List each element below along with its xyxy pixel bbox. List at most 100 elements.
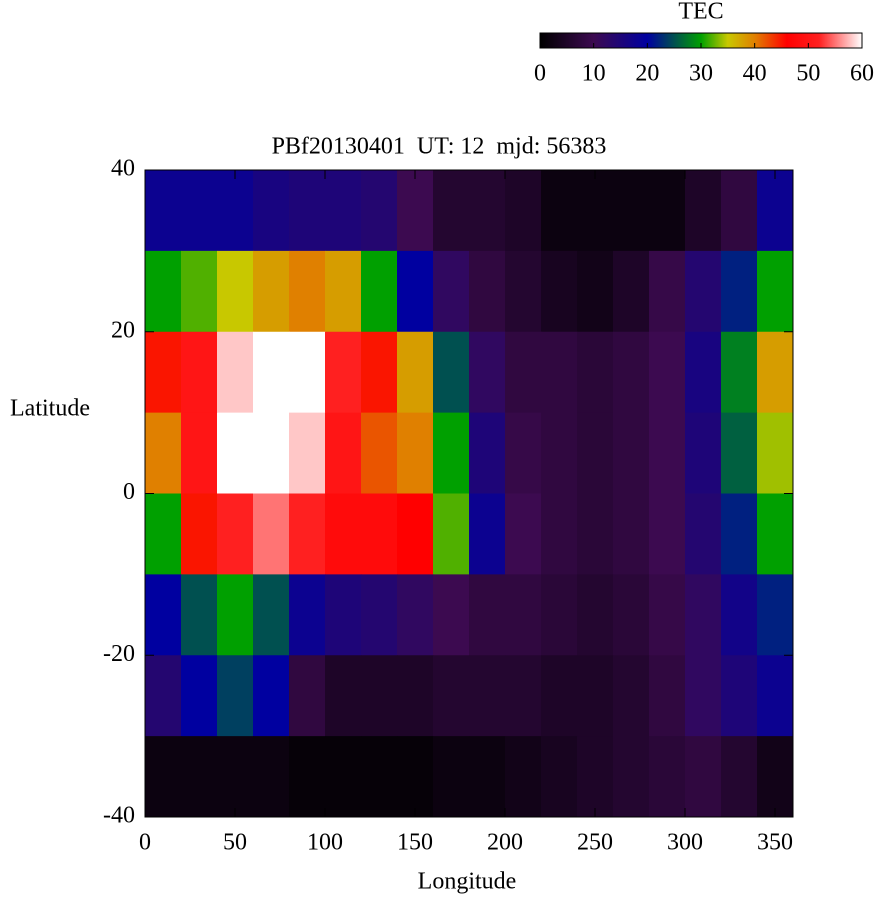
- y-tick-label: 20: [111, 317, 135, 343]
- heat-cell: [253, 655, 290, 737]
- x-tick-label: 50: [223, 830, 247, 856]
- heat-cell: [217, 493, 254, 575]
- heat-cell: [469, 736, 506, 818]
- heat-cell: [181, 736, 218, 818]
- heat-cell: [433, 170, 470, 252]
- heat-cell: [721, 655, 758, 737]
- heat-cell: [433, 574, 470, 656]
- heat-cell: [433, 331, 470, 414]
- heat-cell: [505, 655, 542, 737]
- heat-cell: [469, 493, 506, 575]
- heat-cell: [181, 331, 218, 414]
- heat-cell: [505, 736, 542, 818]
- heat-cell: [361, 331, 398, 414]
- heat-cell: [361, 574, 398, 656]
- x-tick-label: 100: [307, 830, 343, 856]
- heat-cell: [757, 736, 794, 818]
- heat-cell: [289, 655, 326, 737]
- heat-cell: [289, 170, 326, 252]
- heat-cell: [361, 170, 398, 252]
- x-tick-label: 250: [577, 830, 613, 856]
- heat-cell: [541, 574, 578, 656]
- colorbar-tick-label: 50: [796, 61, 820, 87]
- heat-cell: [397, 412, 434, 494]
- heat-cell: [685, 331, 722, 414]
- heat-cell: [145, 170, 182, 252]
- heat-cell: [289, 574, 326, 656]
- heat-cell: [505, 331, 542, 414]
- heat-cell: [757, 412, 794, 494]
- heat-cell: [325, 493, 362, 575]
- heat-cell: [253, 250, 290, 333]
- heat-cell: [757, 493, 794, 575]
- heat-cell: [649, 574, 686, 656]
- heat-cell: [505, 250, 542, 333]
- heat-cell: [253, 331, 290, 414]
- x-tick-label: 0: [139, 830, 151, 856]
- heat-cell: [541, 736, 578, 818]
- heat-cell: [397, 574, 434, 656]
- heat-cell: [361, 412, 398, 494]
- heat-cell: [145, 736, 182, 818]
- y-tick-label: -40: [103, 803, 135, 829]
- heat-cell: [469, 170, 506, 252]
- heat-cell: [253, 412, 290, 494]
- heat-cell: [685, 412, 722, 494]
- heat-cell: [253, 493, 290, 575]
- heat-cell: [685, 655, 722, 737]
- colorbar-tick-label: 0: [534, 61, 546, 87]
- heat-cell: [685, 736, 722, 818]
- heat-cell: [469, 574, 506, 656]
- heat-cell: [649, 412, 686, 494]
- y-tick-label: -20: [103, 641, 135, 667]
- heat-cell: [181, 655, 218, 737]
- heat-cell: [145, 574, 182, 656]
- heat-cell: [181, 170, 218, 252]
- x-tick-label: 150: [397, 830, 433, 856]
- heat-cell: [145, 331, 182, 414]
- heat-cell: [145, 655, 182, 737]
- y-tick-label: 40: [111, 156, 135, 182]
- heat-cell: [541, 170, 578, 252]
- heat-cell: [433, 250, 470, 333]
- heat-cell: [721, 736, 758, 818]
- heat-cell: [181, 574, 218, 656]
- heat-cell: [253, 574, 290, 656]
- heat-cell: [145, 412, 182, 494]
- heat-cell: [217, 331, 254, 414]
- colorbar-title: TEC: [678, 0, 723, 25]
- heat-cell: [469, 331, 506, 414]
- heat-cell: [325, 170, 362, 252]
- heat-cell: [217, 250, 254, 333]
- heat-cell: [757, 574, 794, 656]
- y-tick-label: 0: [123, 479, 135, 505]
- heat-cell: [577, 574, 614, 656]
- heat-cell: [397, 331, 434, 414]
- heat-cell: [289, 493, 326, 575]
- heat-cell: [613, 331, 650, 414]
- heat-cell: [289, 736, 326, 818]
- heat-cell: [397, 736, 434, 818]
- heat-cell: [289, 331, 326, 414]
- heat-cell: [541, 331, 578, 414]
- heat-cell: [613, 736, 650, 818]
- heat-cell: [757, 655, 794, 737]
- heat-cell: [325, 655, 362, 737]
- heat-cell: [217, 412, 254, 494]
- heat-cell: [505, 412, 542, 494]
- heat-cell: [181, 493, 218, 575]
- heat-cell: [685, 493, 722, 575]
- heat-cell: [145, 250, 182, 333]
- heat-cell: [541, 655, 578, 737]
- colorbar-tick-label: 40: [743, 61, 767, 87]
- heat-cell: [685, 170, 722, 252]
- heat-cell: [613, 250, 650, 333]
- heat-cell: [325, 331, 362, 414]
- x-axis-label: Longitude: [418, 869, 517, 895]
- heat-cell: [397, 250, 434, 333]
- colorbar-tick-label: 60: [850, 61, 874, 87]
- heat-cell: [649, 250, 686, 333]
- heat-cell: [577, 493, 614, 575]
- heat-cell: [145, 493, 182, 575]
- heat-cell: [505, 574, 542, 656]
